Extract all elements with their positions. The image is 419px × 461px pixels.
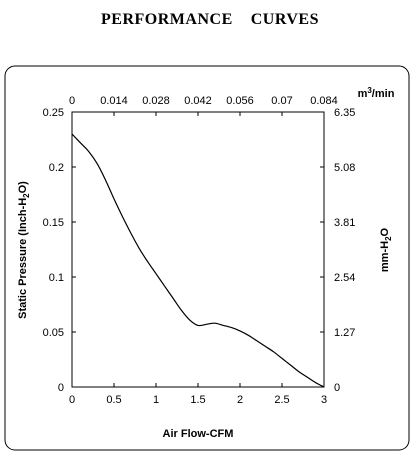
top-axis-unit-end: /min: [372, 88, 395, 100]
y-right-tick-label: 5.08: [334, 162, 355, 174]
tick-label-layer: 0 0.5 1 1.5 2 2.5 30 0.014 0.028 0.042 0.056 0.07 0.…: [43, 95, 356, 406]
y-right-tick-label: 0: [334, 382, 340, 394]
x-axis-label: Air Flow-CFM: [163, 428, 234, 440]
top-tick-label: 0: [69, 95, 75, 107]
top-axis-unit-sup: 3: [367, 86, 372, 95]
left-axis-label-main: Static Pressure (Inch-H: [17, 198, 29, 319]
tick-layer: [71, 111, 325, 388]
left-axis-label-sub: 2: [22, 193, 31, 198]
y-right-tick-label: 3.81: [334, 217, 355, 229]
top-tick-label: 0.056: [226, 95, 254, 107]
y-left-tick-label: 0: [58, 382, 64, 394]
x-tick-label: 1: [153, 394, 159, 406]
x-tick-label: 3: [321, 394, 327, 406]
x-tick-label: 0: [69, 394, 75, 406]
outer-frame: [4, 65, 410, 451]
y-right-tick-label: 1.27: [334, 327, 355, 339]
right-axis-label-sub: 2: [384, 236, 393, 241]
left-axis-label-end: O): [17, 181, 29, 194]
pressure-curve-line: [71, 133, 325, 388]
chart-title: PERFORMANCE CURVES: [101, 11, 319, 28]
right-axis-label: mm-H2O: [379, 227, 393, 272]
y-left-tick-label: 0.15: [43, 217, 64, 229]
top-axis-unit-main: m: [358, 88, 368, 100]
y-left-tick-label: 0.1: [49, 272, 64, 284]
top-tick-label: 0.07: [271, 95, 292, 107]
x-tick-label: 2.5: [274, 394, 289, 406]
x-tick-label: 1.5: [190, 394, 205, 406]
left-axis-label: Static Pressure (Inch-H2O): [17, 181, 31, 319]
x-tick-label: 2: [237, 394, 243, 406]
right-axis-label-main: mm-H: [379, 241, 391, 272]
y-left-tick-label: 0.05: [43, 327, 64, 339]
right-axis-label-end: O: [379, 227, 391, 236]
top-axis-unit-label: m3/min: [358, 86, 395, 100]
top-tick-label: 0.014: [100, 95, 128, 107]
y-left-tick-label: 0.2: [49, 162, 64, 174]
plot-area: [71, 111, 325, 388]
y-right-tick-label: 2.54: [334, 272, 355, 284]
y-left-tick-label: 0.25: [43, 107, 64, 119]
top-tick-label: 0.084: [310, 95, 338, 107]
top-tick-label: 0.042: [184, 95, 212, 107]
y-right-tick-label: 6.35: [334, 107, 355, 119]
x-tick-label: 0.5: [106, 394, 121, 406]
top-tick-label: 0.028: [142, 95, 170, 107]
